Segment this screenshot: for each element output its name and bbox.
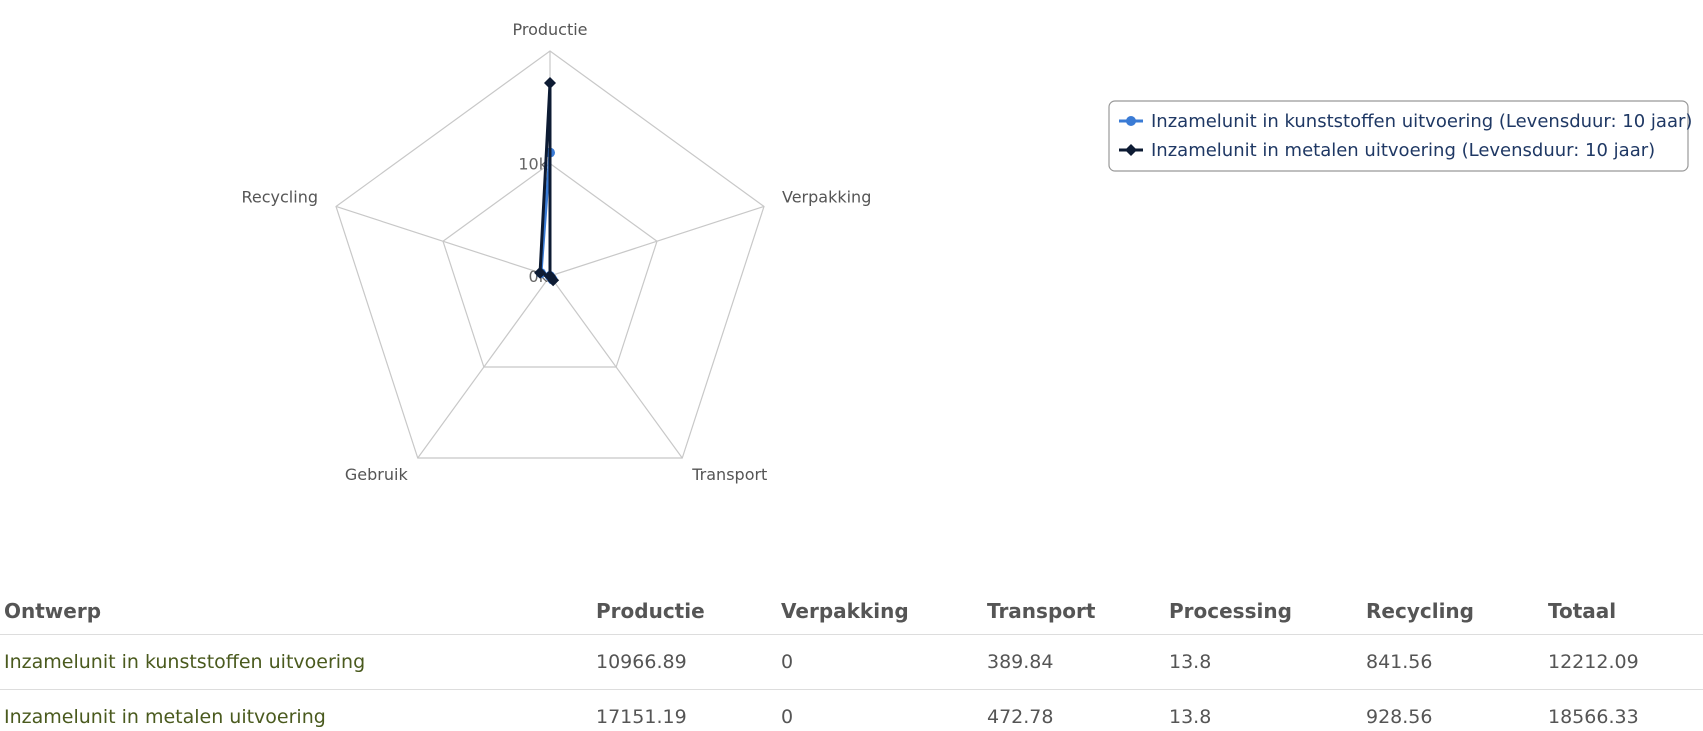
grid-ring [442,162,658,368]
cell-processing: 13.8 [1165,634,1362,690]
data-point [543,270,556,283]
legend-marker [1126,116,1136,126]
header-verpakking: Verpakking [777,588,983,635]
cell-verpakking: 0 [777,634,983,690]
axis-label-productie: Productie [512,20,587,39]
radar-axis-labels: Productie Verpakking Transport Gebruik Recyc… [242,20,872,484]
radar-chart: 0k10k ProductieVerpakkingTransportGebrui… [242,20,1693,484]
cell-recycling: 928.56 [1366,706,1433,728]
cell-recycling: 841.56 [1362,634,1544,690]
axis-label-verpakking: Verpakking [782,187,871,206]
table-row: Inzamelunit in kunststoffen uitvoering 1… [0,634,1703,690]
header-totaal: Totaal [1544,588,1703,635]
table-row: Inzamelunit in metalen uitvoering 17151.… [0,690,1703,731]
axis-label-recycling: Recycling [242,187,319,206]
cell-design-name: Inzamelunit in metalen uitvoering [4,706,326,728]
cell-totaal: 12212.09 [1544,634,1703,690]
series-2 [534,77,560,287]
legend[interactable]: Inzamelunit in kunststoffen uitvoering (… [1108,100,1692,172]
grid-spoke [417,275,551,459]
results-table: Ontwerp Productie Verpakking Transport P… [0,588,1703,731]
header-recycling: Recycling [1362,588,1544,635]
legend-marker [1125,144,1137,156]
header-productie: Productie [592,588,777,635]
grid-spoke [335,205,551,277]
cell-productie: 17151.19 [596,706,687,728]
data-point [544,77,556,90]
grid-spoke [549,205,765,277]
legend-item[interactable]: Inzamelunit in metalen uitvoering (Leven… [1119,140,1655,161]
legend-box [1108,100,1689,172]
grid-spoke [549,275,683,459]
cell-transport: 389.84 [983,634,1165,690]
cell-design-name: Inzamelunit in kunststoffen uitvoering [0,634,592,690]
header-transport: Transport [983,588,1165,635]
legend-item[interactable]: Inzamelunit in kunststoffen uitvoering (… [1119,111,1692,132]
cell-verpakking: 0 [781,706,794,728]
cell-totaal: 18566.33 [1548,706,1639,728]
data-point [534,266,547,279]
table-header-row: Ontwerp Productie Verpakking Transport P… [0,588,1703,635]
legend-label: Inzamelunit in kunststoffen uitvoering (… [1151,111,1692,132]
cell-transport: 472.78 [987,706,1054,728]
axis-label-gebruik: Gebruik [345,465,409,484]
cell-processing: 13.8 [1169,706,1212,728]
header-processing: Processing [1165,588,1362,635]
legend-label: Inzamelunit in metalen uitvoering (Leven… [1151,140,1655,161]
cell-productie: 10966.89 [592,634,777,690]
axis-label-transport: Transport [691,465,767,484]
grid-ring [335,50,765,459]
radar-series [534,77,560,287]
tick-label: 10k [518,155,548,174]
header-ontwerp: Ontwerp [0,588,592,635]
